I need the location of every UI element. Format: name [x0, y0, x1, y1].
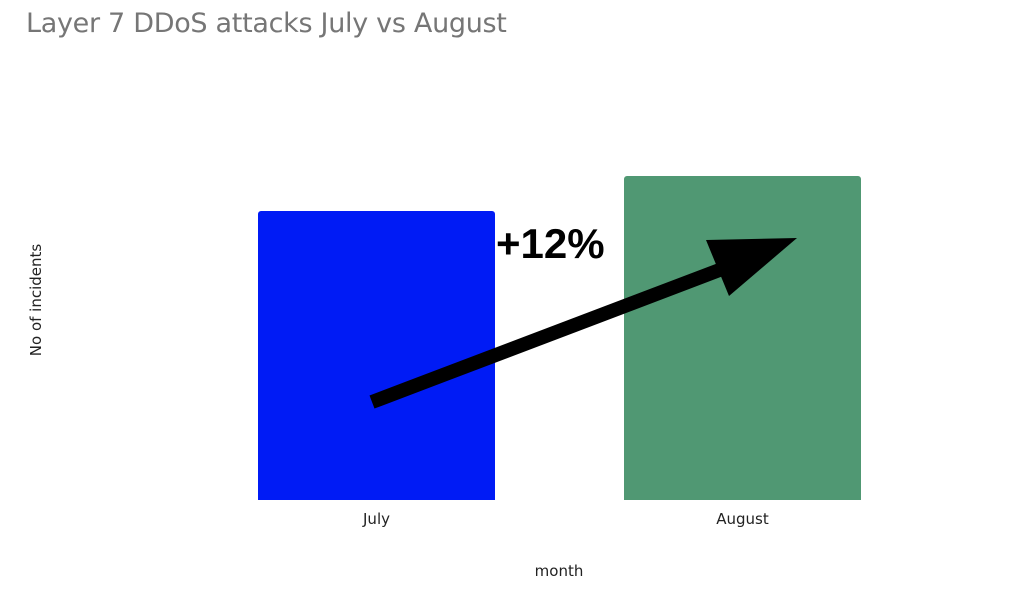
chart-title: Layer 7 DDoS attacks July vs August — [26, 8, 507, 39]
bar-august — [624, 176, 861, 500]
x-tick-august: August — [716, 510, 769, 528]
x-axis-label: month — [534, 562, 584, 580]
bar-july — [258, 210, 495, 500]
x-tick-july: July — [363, 510, 390, 528]
percent-change-annotation: +12% — [496, 220, 605, 267]
